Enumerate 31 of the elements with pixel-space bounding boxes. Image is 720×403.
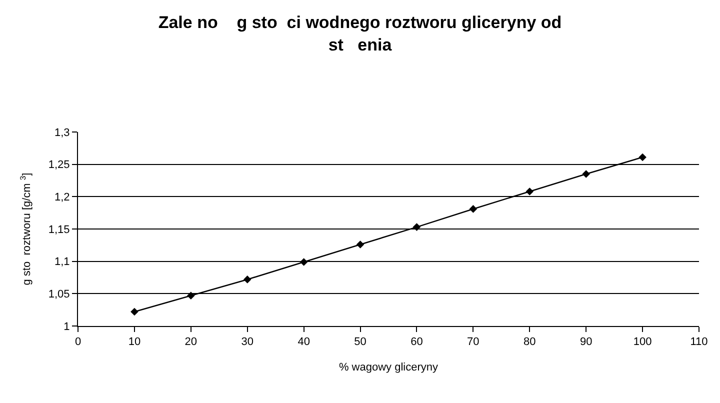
point: [412, 223, 421, 231]
x-tick-label: 100: [633, 336, 652, 348]
y-tick-label: 1,1: [54, 256, 70, 268]
x-tick-label: 20: [184, 336, 198, 348]
x-tick-label: 70: [467, 336, 480, 348]
y-tick-label: 1,15: [48, 224, 70, 236]
x-tick-label: 10: [128, 336, 141, 348]
x-tick-label: 90: [580, 336, 592, 348]
x-tick-label: 80: [524, 336, 536, 348]
point: [130, 308, 138, 316]
x-axis-title: % wagowy gliceryny: [338, 361, 439, 374]
y-tick-label: 1,2: [54, 192, 70, 204]
point: [469, 205, 478, 213]
x-tick-label: 60: [410, 336, 423, 348]
x-tick-label: 50: [354, 336, 366, 348]
point: [526, 188, 534, 196]
chart-title: Zale no g sto ci wodnego roztworu gliceryny od st enia: [158, 13, 562, 54]
point: [638, 153, 646, 162]
x-tick-label: 0: [74, 336, 82, 348]
y-tick-label: 1: [64, 320, 70, 333]
y-tick-label: 1,25: [48, 159, 70, 172]
x-tick-label: 40: [298, 336, 310, 348]
point: [582, 170, 590, 178]
point: [243, 276, 252, 284]
point: [356, 240, 364, 248]
x-tick-label: 30: [241, 336, 254, 348]
x-tick-label: 110: [690, 336, 708, 348]
y-tick-label: 1,05: [48, 288, 70, 301]
point: [300, 258, 308, 266]
y-tick-label: 1,3: [54, 126, 70, 139]
point: [187, 292, 195, 300]
